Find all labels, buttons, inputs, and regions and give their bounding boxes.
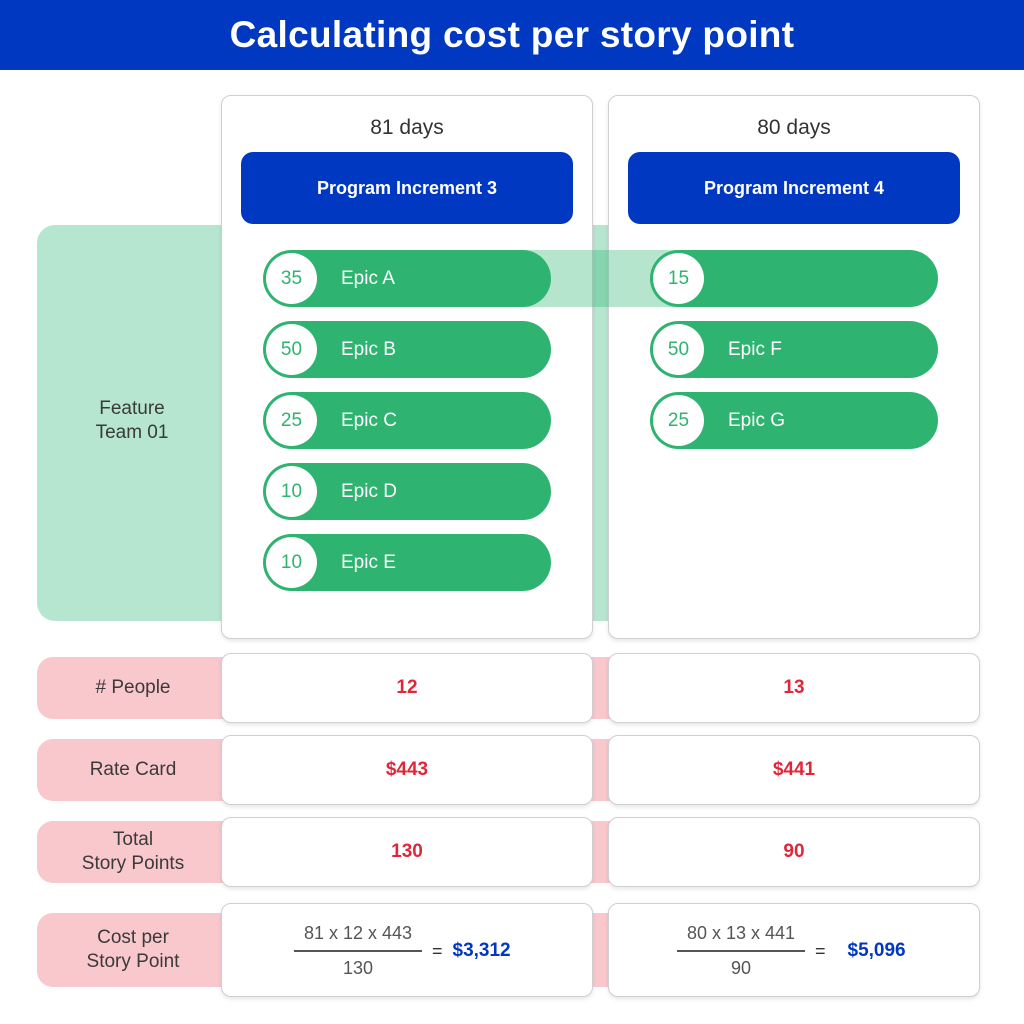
equals-sign: = <box>432 940 443 961</box>
formula-denominator: 130 <box>342 957 374 978</box>
pi3-total-story-points-value: 130 <box>221 817 593 887</box>
pi4-cost-formula: 80 x 13 x 441 90 = $5,096 <box>677 920 906 982</box>
epic-g-pill: 25 Epic G <box>650 392 938 449</box>
formula-denominator: 90 <box>730 957 752 978</box>
epic-c-pill: 25 Epic C <box>263 392 551 449</box>
pi3-days: 81 days <box>370 116 444 139</box>
pi4-people-value: 13 <box>608 653 980 723</box>
pi3-rate-card-value: $443 <box>221 735 593 805</box>
epic-f-pill: 50 Epic F <box>650 321 938 378</box>
pi4-cost-per-story-point-card <box>608 903 980 997</box>
pi3-cost-per-story-point-card <box>221 903 593 997</box>
pi3-cost-formula: 81 x 12 x 443 130 = $3,312 <box>294 920 511 982</box>
formula-numerator: 80 x 13 x 441 <box>686 923 796 944</box>
page-title: Calculating cost per story point <box>0 0 1024 70</box>
epic-d-pill: 10 Epic D <box>263 463 551 520</box>
epic-points-badge: 50 <box>653 324 704 375</box>
epic-label: Epic B <box>341 338 396 360</box>
formula-fraction: 81 x 12 x 443 130 <box>294 923 422 979</box>
epic-points-badge: 15 <box>653 253 704 304</box>
epic-label: Epic E <box>341 551 396 573</box>
formula-numerator: 81 x 12 x 443 <box>303 923 413 944</box>
pi3-title: Program Increment 3 <box>241 152 573 224</box>
epic-label: Epic G <box>728 409 786 431</box>
epic-points-badge: 25 <box>266 395 317 446</box>
pi4-total-story-points-value: 90 <box>608 817 980 887</box>
epic-points-badge: 35 <box>266 253 317 304</box>
total-story-points-row-label: Total Story Points <box>81 829 185 874</box>
epic-points-badge: 10 <box>266 537 317 588</box>
pi3-people-value: 12 <box>221 653 593 723</box>
fraction-line <box>677 950 805 952</box>
epic-a-continuation-pill: 15 <box>650 250 938 307</box>
pi4-rate-card-value: $441 <box>608 735 980 805</box>
epic-b-pill: 50 Epic B <box>263 321 551 378</box>
epic-points-badge: 50 <box>266 324 317 375</box>
cost-per-story-point-row-label: Cost per Story Point <box>86 927 180 972</box>
epic-points-badge: 10 <box>266 466 317 517</box>
epic-label: Epic D <box>341 480 397 502</box>
pi4-days: 80 days <box>757 116 831 139</box>
formula-fraction: 80 x 13 x 441 90 <box>677 923 805 979</box>
pi3-cost-result: $3,312 <box>452 940 511 961</box>
epic-label: Epic A <box>341 267 395 289</box>
rate-card-row-label: Rate Card <box>89 759 177 780</box>
feature-team-label: Feature Team 01 <box>95 398 169 443</box>
epic-label: Epic C <box>341 409 397 431</box>
equals-sign: = <box>815 940 826 961</box>
epic-points-badge: 25 <box>653 395 704 446</box>
epic-a-pill: 35 Epic A <box>263 250 551 307</box>
epic-label: Epic F <box>728 338 782 360</box>
pi4-cost-result: $5,096 <box>847 940 906 961</box>
pi4-title: Program Increment 4 <box>628 152 960 224</box>
epic-e-pill: 10 Epic E <box>263 534 551 591</box>
fraction-line <box>294 950 422 952</box>
people-row-label: # People <box>95 677 171 698</box>
